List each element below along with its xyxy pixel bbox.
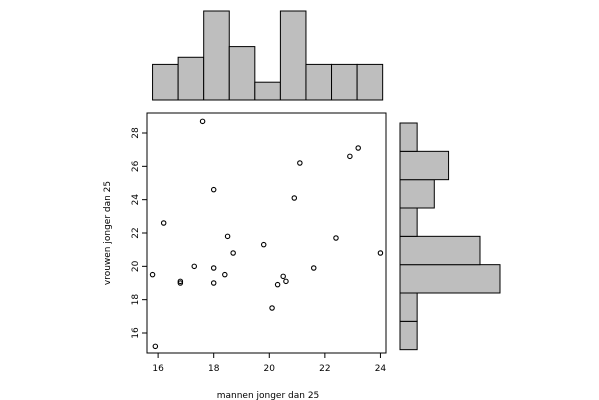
data-point-0 xyxy=(152,343,159,350)
x-hist-bar-4 xyxy=(254,81,281,101)
data-point-2 xyxy=(160,220,167,226)
data-point-12 xyxy=(230,250,236,256)
data-point-21 xyxy=(333,235,339,241)
data-point-4 xyxy=(177,280,184,286)
y-tick-label-4: 24 xyxy=(131,194,141,206)
x-hist-bar-1 xyxy=(177,56,205,101)
data-point-20 xyxy=(310,265,317,271)
data-point-7 xyxy=(210,186,217,193)
y-hist-bar-6 xyxy=(399,150,450,181)
data-point-17 xyxy=(283,278,289,285)
data-point-11 xyxy=(224,233,231,240)
x-hist-bar-3 xyxy=(228,46,256,101)
data-point-6 xyxy=(199,118,206,125)
y-tick-label-3: 22 xyxy=(131,227,141,238)
data-point-19 xyxy=(297,160,303,166)
y-tick-label-5: 26 xyxy=(131,160,141,172)
y-tick-label-1: 18 xyxy=(131,294,141,306)
y-hist-bar-1 xyxy=(399,292,418,322)
data-point-15 xyxy=(274,281,281,288)
data-point-22 xyxy=(347,153,353,160)
data-point-23 xyxy=(355,145,361,151)
y-hist-bar-5 xyxy=(399,179,435,209)
data-point-13 xyxy=(260,241,267,248)
data-point-24 xyxy=(377,250,384,256)
scatter-points xyxy=(149,118,384,350)
x-axis-label: mannen jonger dan 25 xyxy=(217,391,320,400)
x-axis: 16 18 20 22 24 xyxy=(152,353,386,374)
y-tick-label-2: 20 xyxy=(131,260,141,272)
y-axis: 16 18 20 22 24 26 28 xyxy=(131,127,147,339)
x-tick-label-0: 16 xyxy=(152,364,164,374)
y-hist-bar-4 xyxy=(399,207,418,237)
y-hist-bar-0 xyxy=(399,320,418,351)
y-histogram xyxy=(399,122,501,351)
x-tick-label-2: 20 xyxy=(264,364,276,374)
x-hist-bar-7 xyxy=(331,63,358,101)
y-hist-bar-3 xyxy=(399,235,481,266)
data-point-8 xyxy=(210,265,217,271)
x-hist-bar-2 xyxy=(203,10,230,101)
data-point-1 xyxy=(149,271,156,278)
x-hist-bar-8 xyxy=(356,63,384,101)
y-axis-label: vrouwen jonger dan 25 xyxy=(103,181,113,285)
data-point-5 xyxy=(191,263,197,270)
x-hist-bar-6 xyxy=(305,63,333,101)
data-point-3 xyxy=(177,278,184,285)
x-hist-bar-5 xyxy=(279,10,307,101)
y-tick-label-6: 28 xyxy=(131,127,141,139)
y-hist-bar-2 xyxy=(399,264,501,294)
x-hist-bar-0 xyxy=(152,63,179,101)
data-point-10 xyxy=(222,271,228,278)
x-tick-label-1: 18 xyxy=(208,364,220,374)
data-point-9 xyxy=(210,280,217,286)
y-hist-bar-7 xyxy=(399,122,418,152)
x-tick-label-4: 24 xyxy=(375,364,387,374)
x-tick-label-3: 22 xyxy=(319,364,330,374)
data-point-14 xyxy=(269,305,275,311)
data-point-16 xyxy=(280,273,286,280)
y-tick-label-0: 16 xyxy=(131,327,141,339)
x-histogram xyxy=(152,10,384,101)
data-point-18 xyxy=(291,195,298,201)
